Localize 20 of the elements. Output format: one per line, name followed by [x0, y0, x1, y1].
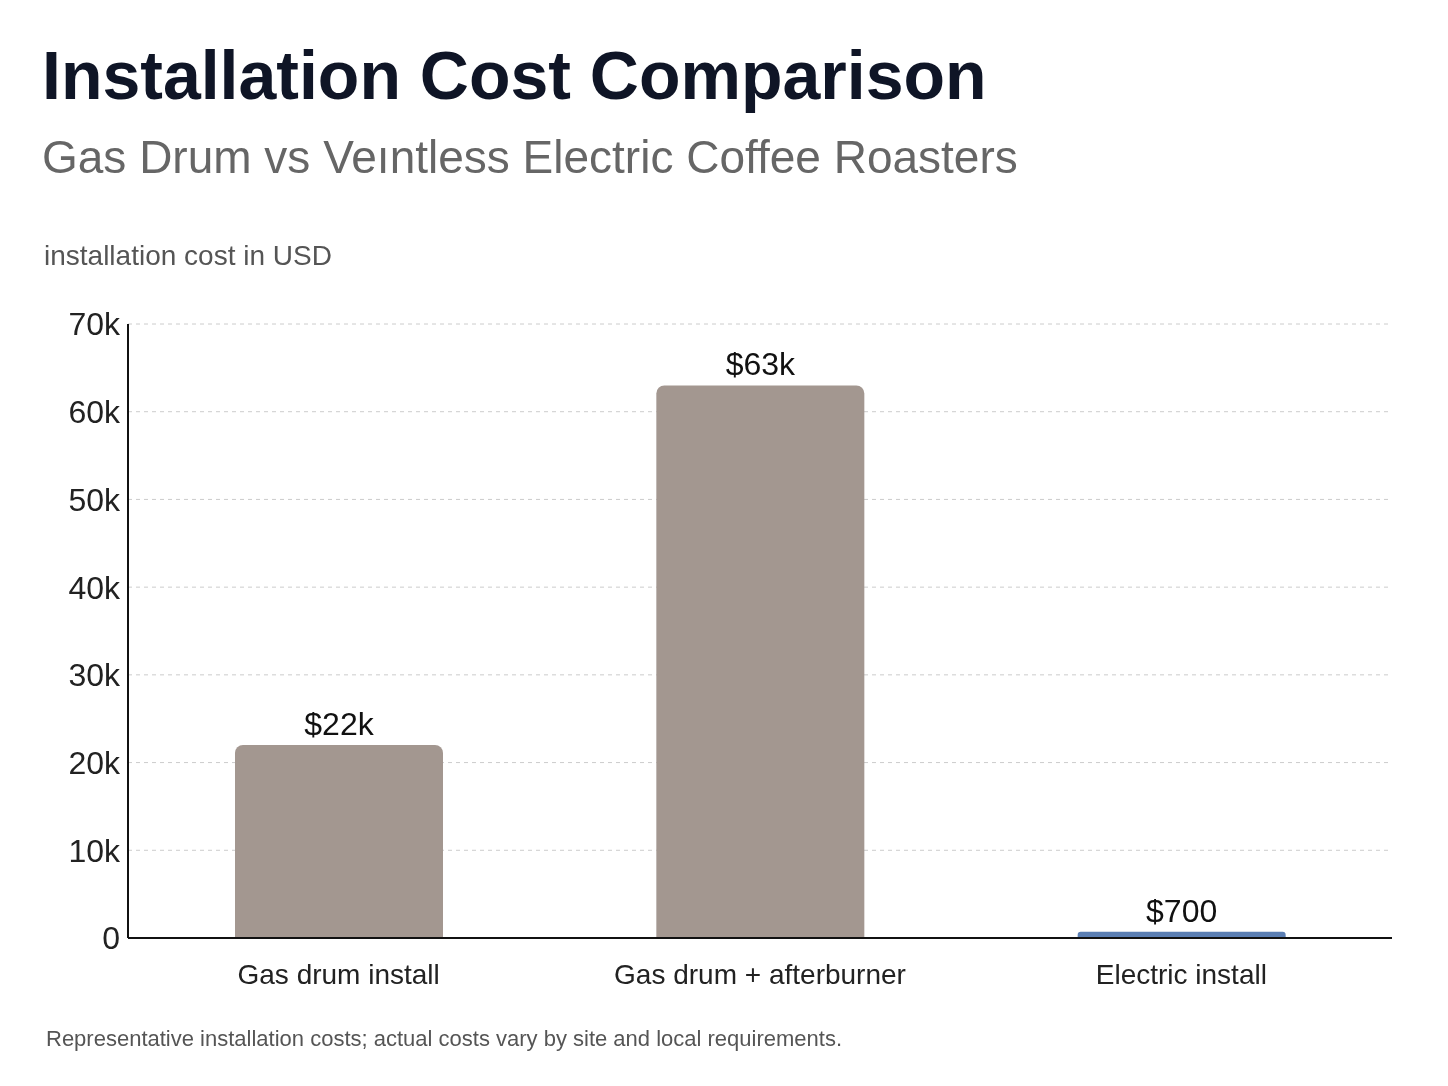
- x-tick-label: Gas drum install: [237, 958, 440, 990]
- x-tick-label: Electric install: [1095, 958, 1267, 990]
- text: Representative installation costs; actual costs vary by site and local requirements.: [46, 1026, 843, 1052]
- y-tick-label: 60k: [68, 394, 121, 431]
- bar: [656, 385, 865, 938]
- y-tick-label: 70k: [68, 306, 121, 343]
- y-axis-title: installation cost in USD: [44, 240, 332, 272]
- data-label: $700: [1146, 892, 1218, 929]
- data-label: $22k: [304, 706, 375, 743]
- data-label: $63k: [725, 346, 797, 383]
- chart-title: Installation Cost Comparison: [42, 36, 987, 114]
- chart-subtitle: Gas Drum vs Veıntless Electric Coffee Roasters: [42, 130, 1018, 184]
- y-tick-label: 40k: [68, 569, 121, 606]
- y-tick-label: 10k: [68, 832, 121, 869]
- bar: [235, 745, 443, 938]
- y-tick-label: 20k: [68, 744, 121, 781]
- y-tick-label: 0: [102, 920, 120, 957]
- y-tick-label: 50k: [68, 481, 121, 518]
- x-tick-label: Gas drum + afterburner: [614, 958, 906, 990]
- y-tick-label: 30k: [68, 657, 121, 694]
